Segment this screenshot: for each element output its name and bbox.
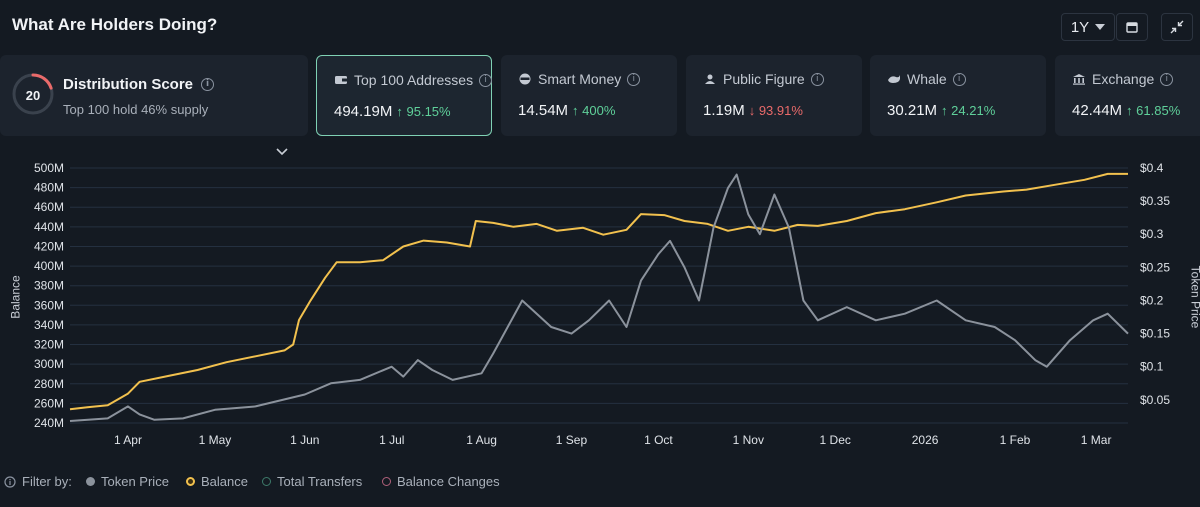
info-icon xyxy=(4,475,16,488)
y-right-tick-label: $0.15 xyxy=(1140,327,1170,341)
legend-total-transfers[interactable]: Total Transfers xyxy=(262,474,362,489)
info-icon[interactable]: i xyxy=(1160,72,1174,86)
y-axis-right-title: Token Price xyxy=(1188,265,1200,329)
x-tick-label: 1 Feb xyxy=(1000,433,1031,447)
y-left-tick-label: 380M xyxy=(34,279,64,293)
x-tick-label: 2026 xyxy=(912,433,939,447)
legend-token-price[interactable]: Token Price xyxy=(86,474,169,489)
wallet-icon xyxy=(335,76,347,84)
y-left-tick-label: 500M xyxy=(34,161,64,175)
page-title: What Are Holders Doing? xyxy=(12,15,218,34)
y-left-tick-label: 480M xyxy=(34,181,64,195)
card-value: 30.21M xyxy=(887,102,938,119)
x-tick-label: 1 Aug xyxy=(466,433,497,447)
x-tick-label: 1 Dec xyxy=(820,433,851,447)
x-tick-label: 1 Mar xyxy=(1081,433,1112,447)
collapse-button[interactable] xyxy=(1161,13,1193,41)
collapse-icon xyxy=(1170,20,1184,34)
info-icon[interactable]: i xyxy=(810,72,824,86)
y-right-tick-label: $0.25 xyxy=(1140,260,1170,274)
y-left-tick-label: 240M xyxy=(34,416,64,430)
legend-balance-changes[interactable]: Balance Changes xyxy=(382,474,500,489)
card-top-100-addresses[interactable]: Top 100 Addresses i 494.19M ↑ 95.15% xyxy=(316,55,493,136)
x-tick-label: 1 Oct xyxy=(644,433,673,447)
legend-dot xyxy=(186,477,195,486)
y-left-tick-label: 420M xyxy=(34,239,64,253)
x-tick-label: 1 Jul xyxy=(379,433,404,447)
x-tick-label: 1 Jun xyxy=(290,433,319,447)
y-left-tick-label: 320M xyxy=(34,338,64,352)
person-icon xyxy=(705,74,715,84)
card-public-figure[interactable]: Public Figure i 1.19M ↓ 93.91% xyxy=(686,55,862,136)
token-price-line xyxy=(69,173,1129,422)
y-left-tick-label: 400M xyxy=(34,259,64,273)
whale-icon xyxy=(888,75,900,83)
card-label: Public Figure xyxy=(723,71,805,87)
info-icon[interactable]: i xyxy=(201,78,215,91)
legend-balance[interactable]: Balance xyxy=(186,474,248,489)
x-tick-label: 1 Sep xyxy=(556,433,588,447)
time-range-value: 1Y xyxy=(1070,18,1090,36)
legend-dot xyxy=(262,477,271,486)
x-tick-label: 1 Apr xyxy=(114,433,142,447)
card-change: ↑ 400% xyxy=(572,103,616,118)
card-change: ↑ 61.85% xyxy=(1126,103,1181,118)
card-smart-money[interactable]: Smart Money i 14.54M ↑ 400% xyxy=(501,55,677,136)
y-left-tick-label: 460M xyxy=(34,200,64,214)
y-left-tick-label: 440M xyxy=(34,220,64,234)
x-tick-label: 1 Nov xyxy=(733,433,764,447)
y-right-tick-label: $0.3 xyxy=(1140,227,1164,241)
distribution-score-title: Distribution Score xyxy=(63,76,194,93)
y-right-tick-label: $0.4 xyxy=(1140,161,1164,175)
expand-chevron-icon[interactable] xyxy=(276,143,288,161)
legend-dot xyxy=(86,477,95,486)
x-tick-label: 1 May xyxy=(199,433,232,447)
info-icon[interactable]: i xyxy=(479,73,493,87)
distribution-score-card[interactable] xyxy=(0,55,308,156)
card-label: Top 100 Addresses xyxy=(354,72,474,88)
filter-by-label: Filter by: xyxy=(4,474,72,489)
card-value: 494.19M xyxy=(334,103,393,120)
calendar-icon xyxy=(1126,22,1138,33)
y-left-tick-label: 300M xyxy=(34,357,64,371)
legend-dot xyxy=(382,477,391,486)
info-icon[interactable]: i xyxy=(627,72,641,86)
y-right-tick-label: $0.2 xyxy=(1140,293,1164,307)
card-exchange[interactable]: Exchange i 42.44M ↑ 61.85% xyxy=(1055,55,1200,136)
calendar-button[interactable] xyxy=(1116,13,1148,41)
y-right-tick-label: $0.1 xyxy=(1140,360,1164,374)
card-value: 42.44M xyxy=(1072,102,1123,119)
card-label: Exchange xyxy=(1092,71,1155,87)
y-axis-left-title: Balance xyxy=(8,275,23,319)
time-range-select[interactable]: 1Y xyxy=(1061,13,1115,41)
info-icon[interactable]: i xyxy=(952,72,966,86)
card-label: Smart Money xyxy=(538,71,622,87)
card-change: ↑ 24.21% xyxy=(941,103,996,118)
balance-line xyxy=(69,172,1128,411)
y-right-tick-label: $0.05 xyxy=(1140,393,1170,407)
y-left-tick-label: 340M xyxy=(34,318,64,332)
card-label: Whale xyxy=(907,71,947,87)
bank-icon xyxy=(1073,74,1085,85)
distribution-score-subtitle: Top 100 hold 46% supply xyxy=(63,102,209,117)
card-change: ↑ 95.15% xyxy=(396,104,451,119)
y-right-tick-label: $0.35 xyxy=(1140,194,1170,208)
card-change: ↓ 93.91% xyxy=(748,103,803,118)
card-whale[interactable]: Whale i 30.21M ↑ 24.21% xyxy=(870,55,1046,136)
y-left-tick-label: 280M xyxy=(34,377,64,391)
y-left-tick-label: 360M xyxy=(34,298,64,312)
card-value: 1.19M xyxy=(703,102,745,119)
sunglasses-icon xyxy=(519,73,531,85)
y-left-tick-label: 260M xyxy=(34,396,64,410)
distribution-score-value: 20 xyxy=(25,87,41,103)
chevron-down-icon xyxy=(1095,24,1106,30)
card-value: 14.54M xyxy=(518,102,569,119)
score-gauge xyxy=(12,73,54,115)
